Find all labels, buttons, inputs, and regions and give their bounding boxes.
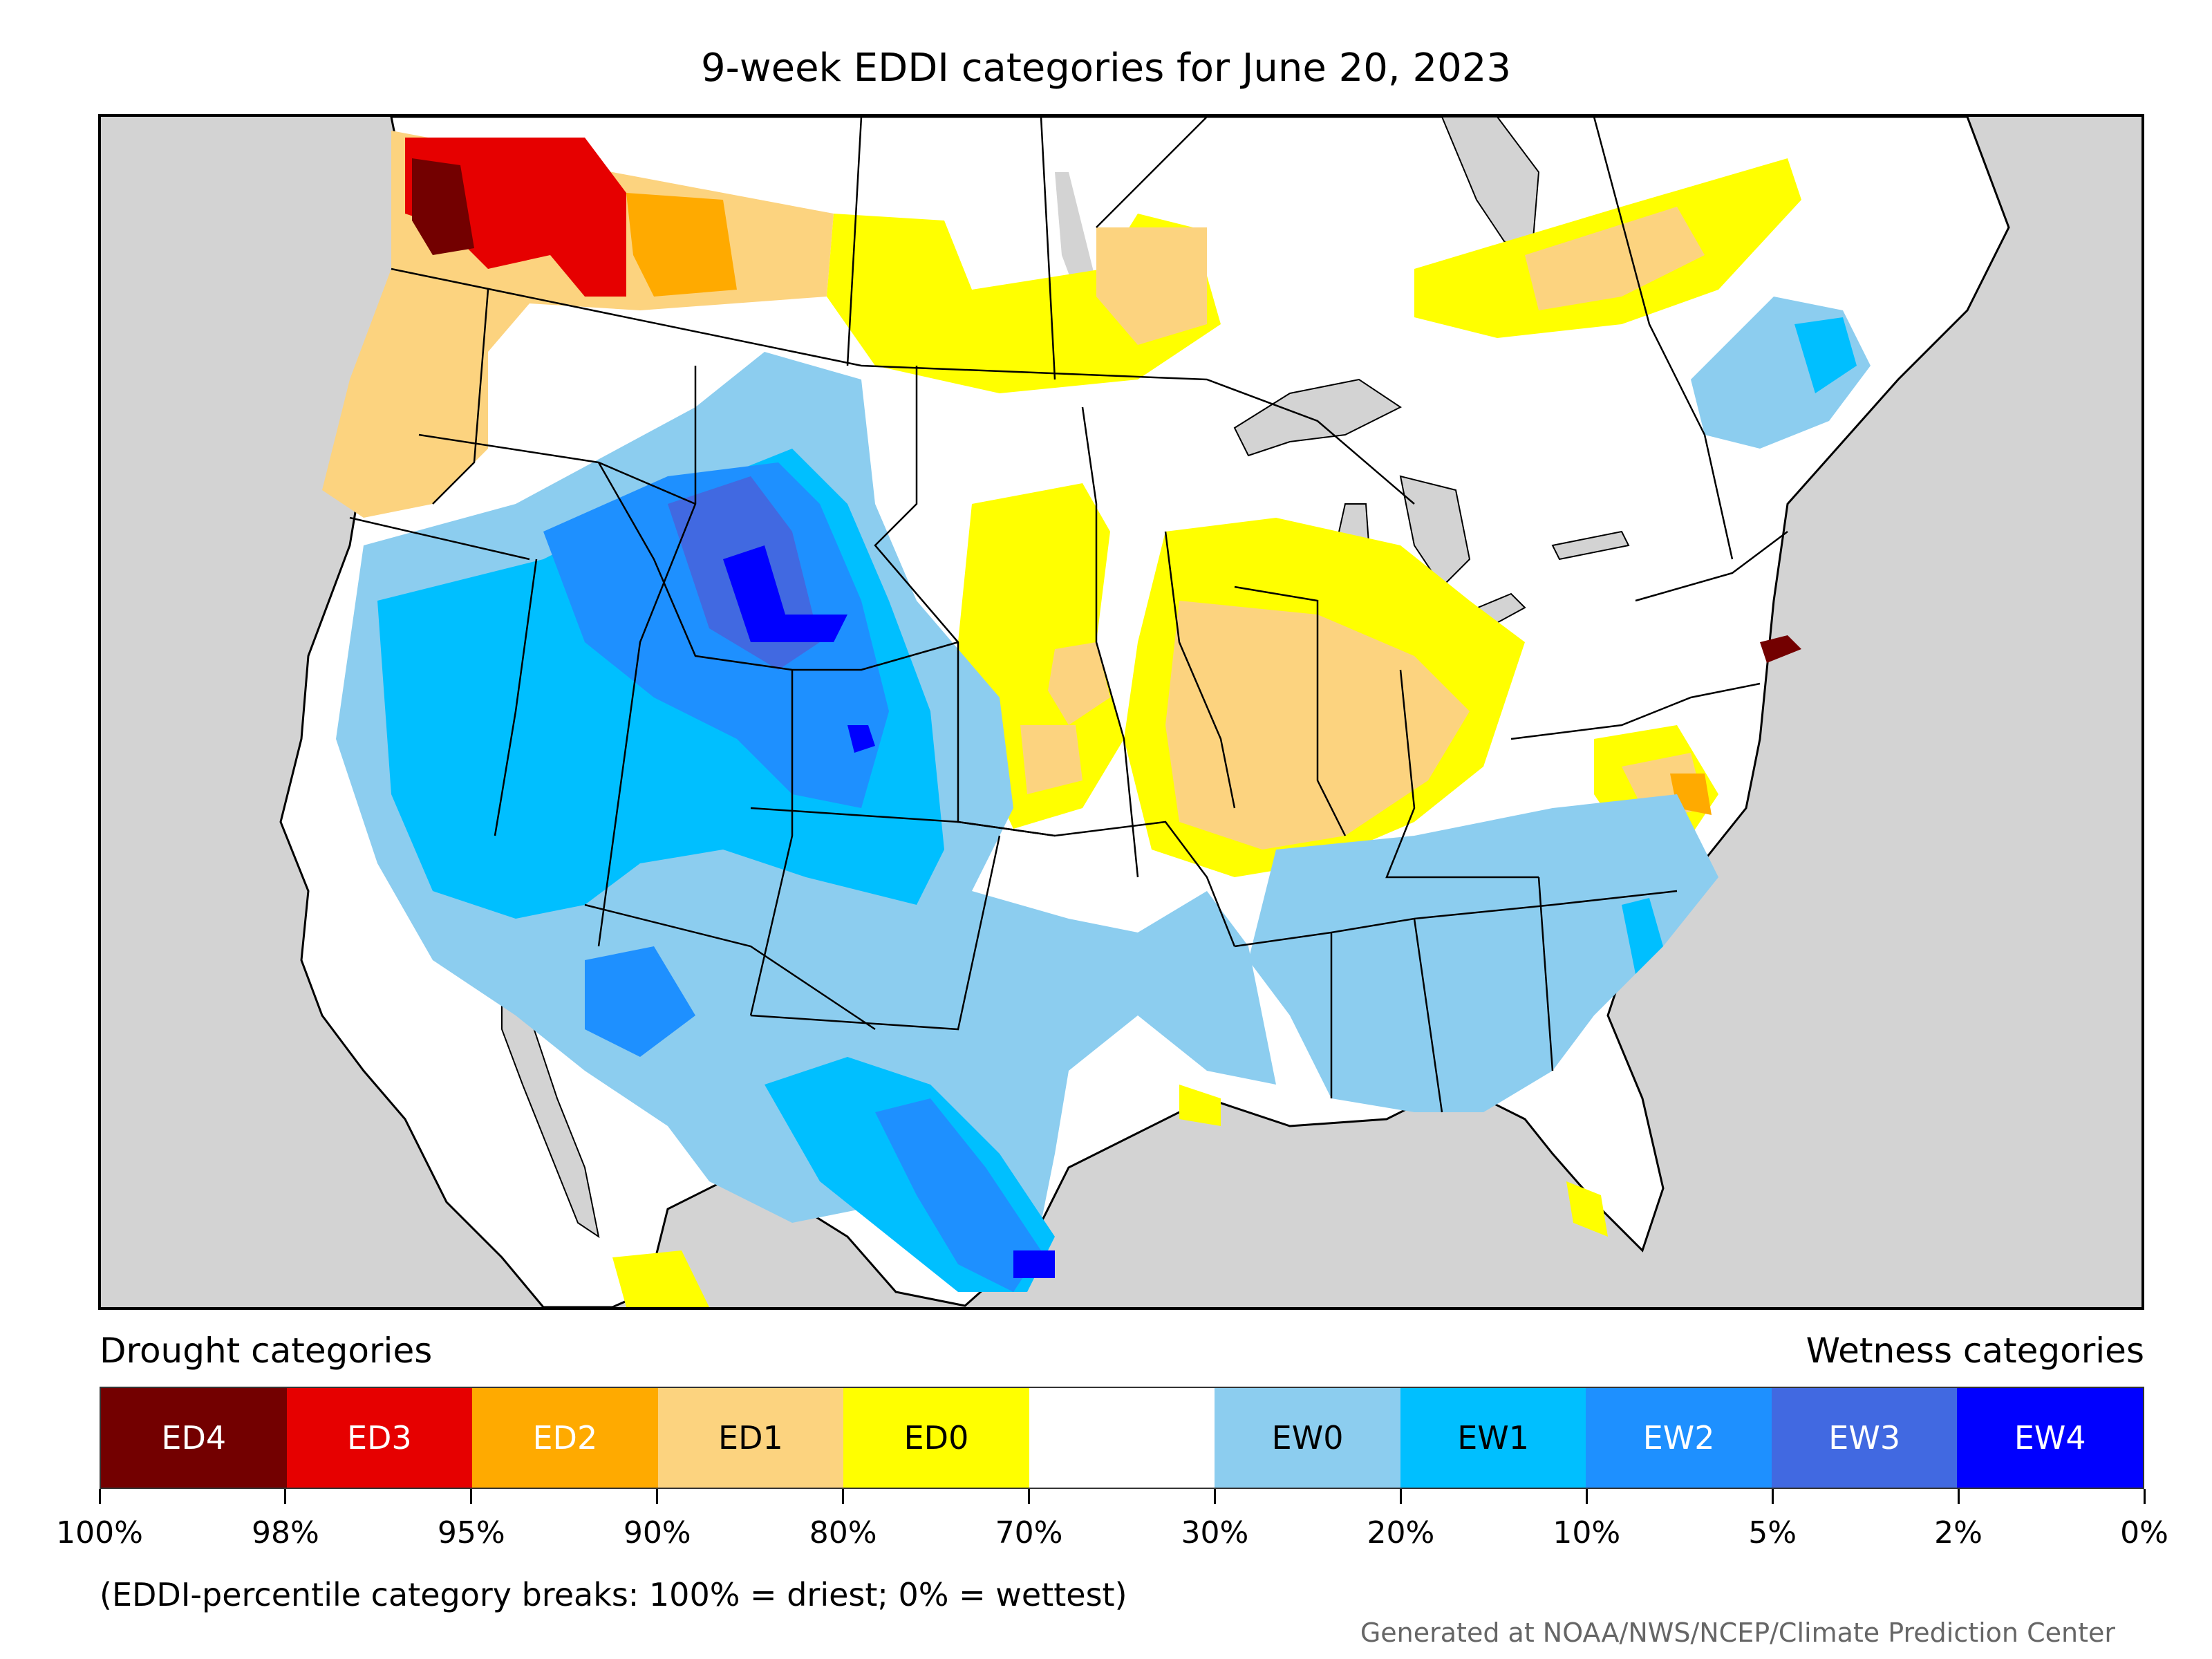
ed0-mexico-west (612, 1250, 709, 1307)
legend-swatch-ed0: ED0 (843, 1388, 1029, 1488)
lake-huron (1399, 475, 1471, 588)
legend-label-ew3: EW3 (1828, 1419, 1901, 1456)
ew2-arizona (585, 946, 695, 1057)
legend-label-ew4: EW4 (2014, 1419, 2086, 1456)
colorbar-tick (1585, 1489, 1588, 1504)
colorbar-tick (284, 1489, 287, 1504)
colorbar-tick-label: 100% (56, 1515, 143, 1550)
legend-label-ed2: ED2 (532, 1419, 598, 1456)
ed1-nebraska (1048, 642, 1110, 725)
ew1-south-carolina (1622, 898, 1663, 974)
legend-swatch-ed4: ED4 (101, 1388, 287, 1488)
ed0-florida (1566, 1181, 1608, 1237)
gulf-of-california (501, 979, 600, 1239)
legend-swatch-ed3: ED3 (286, 1388, 473, 1488)
category-colorbar: ED4 ED3 ED2 ED1 ED0 EW0 EW1 EW2 EW3 EW4 (100, 1387, 2144, 1489)
colorbar-tick (1213, 1489, 1216, 1504)
map-canvas (279, 117, 2010, 1307)
colorbar-tick-label: 95% (437, 1515, 505, 1550)
ed4-bc-coast (412, 158, 474, 255)
legend-swatch-ew0: EW0 (1215, 1388, 1400, 1488)
ew2-rockies (543, 462, 889, 808)
eddi-map (98, 114, 2144, 1310)
lake-ontario (1551, 530, 1630, 561)
legend-label-ew1: EW1 (1457, 1419, 1530, 1456)
ed1-kansas-east (1020, 725, 1082, 794)
ed3-long-island (1760, 635, 1801, 663)
colorbar-ticks (98, 1489, 2146, 1504)
legend-swatch-ew1: EW1 (1400, 1388, 1586, 1488)
colorbar-tick (656, 1489, 659, 1504)
legend-label-ew0: EW0 (1271, 1419, 1344, 1456)
political-boundaries (349, 117, 1788, 1113)
legend-label-ed1: ED1 (718, 1419, 783, 1456)
colorbar-tick-label: 0% (2120, 1515, 2168, 1550)
colorbar-tick-label: 10% (1553, 1515, 1621, 1550)
drought-categories-header: Drought categories (100, 1331, 433, 1371)
ed1-ontario-north (1525, 207, 1705, 310)
colorbar-tick-label: 70% (995, 1515, 1063, 1550)
colorbar-tick-label: 20% (1367, 1515, 1435, 1550)
legend-swatch-neutral (1029, 1388, 1215, 1488)
colorbar-tick-label: 80% (809, 1515, 877, 1550)
ew1-maine (1794, 317, 1857, 393)
colorbar-tick-label: 2% (1934, 1515, 1983, 1550)
ed2-bc-edge (626, 193, 737, 297)
legend-swatch-ew3: EW3 (1771, 1388, 1958, 1488)
colorbar-tick (1957, 1489, 1960, 1504)
ed0-gulf-coast (1179, 1085, 1221, 1126)
legend-label-ed4: ED4 (161, 1419, 227, 1456)
ew2-texas (875, 1098, 1041, 1292)
ew0-southeast (1248, 794, 1718, 1112)
colorbar-tick (98, 1489, 101, 1504)
map-title: 9-week EDDI categories for June 20, 2023 (701, 46, 1511, 91)
wetness-categories-header: Wetness categories (1806, 1331, 2144, 1371)
colorbar-tick (842, 1489, 845, 1504)
legend-swatch-ew4: EW4 (1957, 1388, 2144, 1488)
colorbar-tick (2143, 1489, 2146, 1504)
colorbar-tick (470, 1489, 473, 1504)
colorbar-tick (1028, 1489, 1031, 1504)
legend-swatch-ed1: ED1 (657, 1388, 844, 1488)
legend-label-ew2: EW2 (1642, 1419, 1715, 1456)
colorbar-tick (1399, 1489, 1402, 1504)
ew4-wyoming-core (723, 545, 847, 642)
credit-line: Generated at NOAA/NWS/NCEP/Climate Predi… (1360, 1618, 2115, 1648)
ew4-texas-coast (1013, 1250, 1055, 1278)
colorbar-tick-label: 30% (1181, 1515, 1249, 1550)
colorbar-tick-label: 5% (1748, 1515, 1797, 1550)
footnote: (EDDI-percentile category breaks: 100% =… (100, 1576, 1127, 1613)
legend-swatch-ew2: EW2 (1586, 1388, 1772, 1488)
ed1-manitoba (1096, 227, 1207, 345)
ew4-colorado-core (847, 725, 875, 753)
colorbar-tick (1771, 1489, 1774, 1504)
colorbar-tick-label: 98% (252, 1515, 319, 1550)
legend-label-ed0: ED0 (903, 1419, 969, 1456)
legend-swatch-ed2: ED2 (472, 1388, 658, 1488)
colorbar-tick-label: 90% (623, 1515, 691, 1550)
legend-label-ed3: ED3 (346, 1419, 412, 1456)
lake-superior (1233, 378, 1402, 457)
